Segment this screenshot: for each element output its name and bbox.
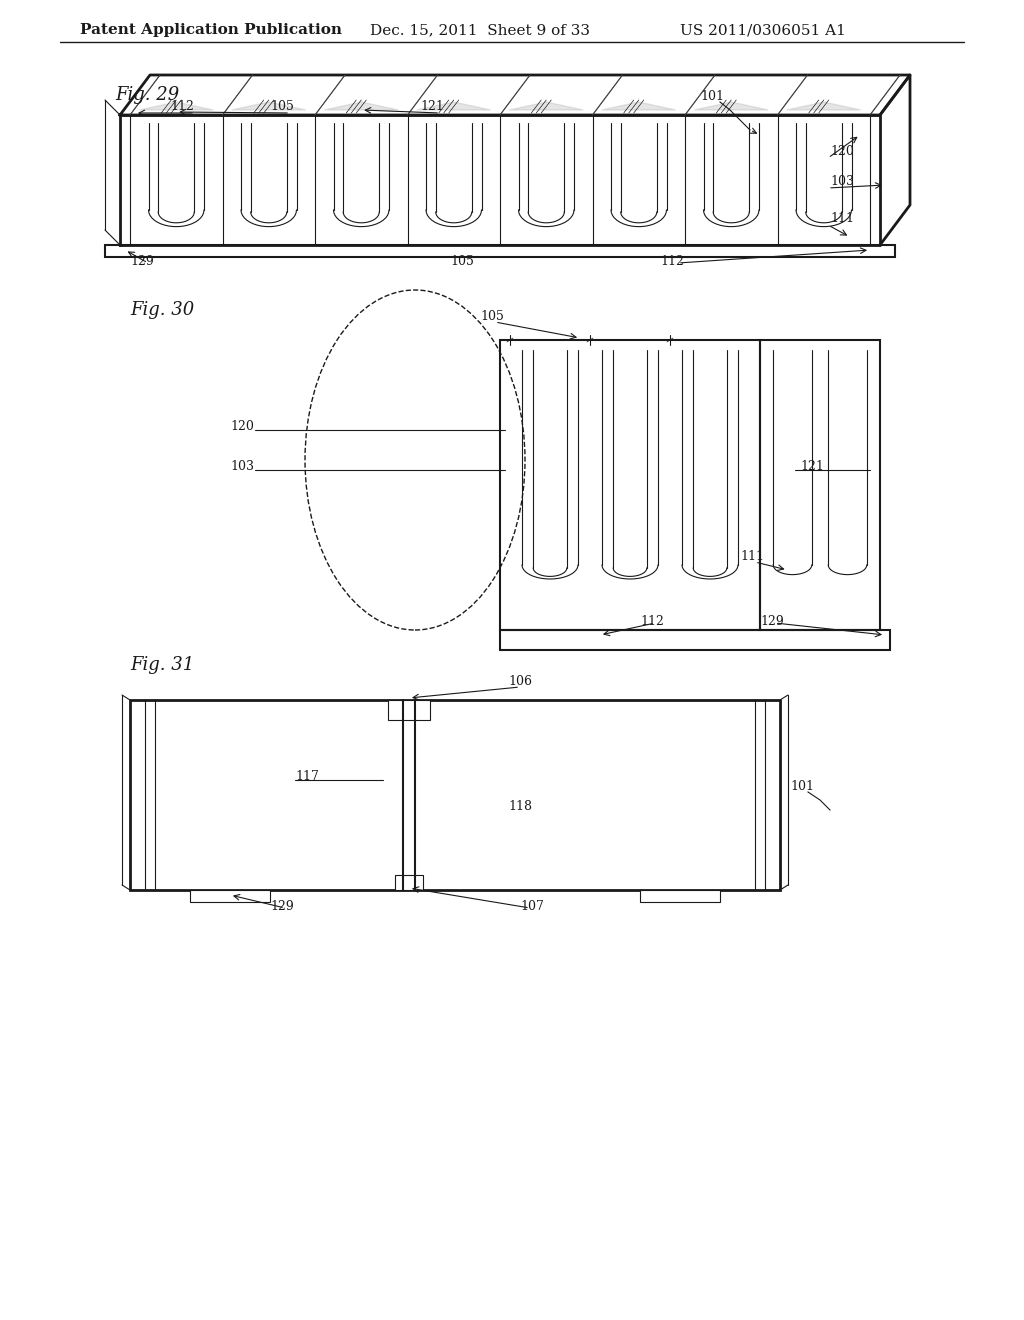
Text: 121: 121 xyxy=(420,100,443,114)
Text: 120: 120 xyxy=(830,145,854,158)
Polygon shape xyxy=(786,102,861,110)
Text: Fig. 30: Fig. 30 xyxy=(130,301,195,319)
Text: 101: 101 xyxy=(790,780,814,793)
Text: Fig. 29: Fig. 29 xyxy=(115,86,179,104)
Bar xyxy=(395,875,423,890)
Text: 129: 129 xyxy=(760,615,783,628)
Text: 106: 106 xyxy=(508,675,532,688)
Text: Patent Application Publication: Patent Application Publication xyxy=(80,22,342,37)
Text: 103: 103 xyxy=(230,459,254,473)
Polygon shape xyxy=(509,102,584,110)
Text: 105: 105 xyxy=(450,255,474,268)
Bar xyxy=(500,630,890,649)
Text: 107: 107 xyxy=(520,900,544,913)
Text: 105: 105 xyxy=(480,310,504,323)
Text: 105: 105 xyxy=(270,100,294,114)
Polygon shape xyxy=(139,102,213,110)
Text: Dec. 15, 2011  Sheet 9 of 33: Dec. 15, 2011 Sheet 9 of 33 xyxy=(370,22,590,37)
Bar xyxy=(388,700,430,719)
Text: 120: 120 xyxy=(230,420,254,433)
Text: US 2011/0306051 A1: US 2011/0306051 A1 xyxy=(680,22,846,37)
Text: 111: 111 xyxy=(740,550,764,564)
Bar xyxy=(760,341,880,630)
Text: Fig. 31: Fig. 31 xyxy=(130,656,195,675)
Text: 121: 121 xyxy=(800,459,824,473)
Text: 117: 117 xyxy=(295,770,318,783)
Text: 129: 129 xyxy=(130,255,154,268)
Polygon shape xyxy=(231,102,306,110)
Text: 112: 112 xyxy=(640,615,664,628)
Text: 111: 111 xyxy=(830,213,854,224)
Text: 112: 112 xyxy=(170,100,194,114)
Polygon shape xyxy=(325,102,398,110)
Polygon shape xyxy=(417,102,490,110)
Text: 101: 101 xyxy=(700,90,724,103)
Bar xyxy=(105,246,895,257)
Bar xyxy=(500,341,760,630)
Polygon shape xyxy=(602,102,676,110)
Text: 112: 112 xyxy=(660,255,684,268)
Text: 103: 103 xyxy=(830,176,854,187)
Bar xyxy=(130,700,780,890)
Bar xyxy=(190,890,270,902)
Polygon shape xyxy=(694,102,768,110)
Text: 118: 118 xyxy=(508,800,532,813)
Text: 129: 129 xyxy=(270,900,294,913)
Bar xyxy=(640,890,720,902)
